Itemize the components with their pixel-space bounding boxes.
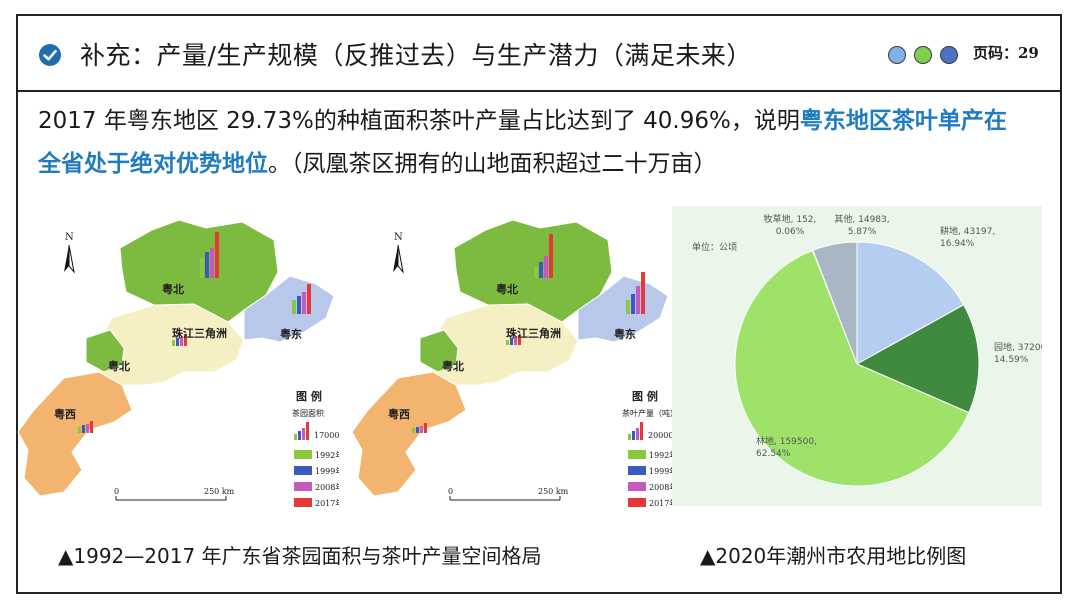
label-yuebei-west: 粤北: [108, 359, 130, 373]
tea-bars-yuebei: [200, 232, 219, 278]
tea-bars-zhusanjiao: [172, 334, 187, 346]
tea-bars-yuexi: [78, 421, 93, 433]
tea-bars-yuedong: [292, 284, 311, 314]
caption-maps: ▲1992—2017 年广东省茶园面积与茶叶产量空间格局: [58, 544, 542, 568]
dot-blue-dark: [940, 46, 958, 64]
label-yuebei-west: 粤北: [442, 359, 464, 373]
pie-slice-其他: [812, 241, 858, 365]
paragraph-text-2: 。（凤凰茶区拥有的山地面积超过二十万亩）: [268, 151, 717, 177]
label-yuedong: 粤东: [614, 327, 636, 341]
label-yuandi-line1: 园地, 37200,: [994, 341, 1042, 353]
label-qita-line2: 5.87%: [848, 227, 877, 237]
check-circle-icon: [39, 44, 61, 66]
legend-swatches: [294, 450, 312, 507]
north-arrow-icon: [64, 244, 75, 274]
label-yuexi: 粤西: [388, 407, 410, 421]
scale-distance: 250 km: [538, 487, 569, 496]
north-letter: N: [65, 232, 74, 243]
legend-value: 17000: [314, 431, 339, 440]
paragraph-highlight: 粤东地区茶叶单产在全省处于绝对优势地位: [38, 108, 1007, 177]
paragraph-text-1: 2017 年粤东地区 29.73%的种植面积茶叶产量占比达到了 40.96%，说…: [38, 108, 800, 134]
north-arrow-icon: [393, 244, 404, 274]
slide-title: 补充：产量/生产规模（反推过去）与生产潜力（满足未来）: [80, 41, 752, 70]
label-lindi-line2: 62.54%: [756, 449, 791, 459]
page-number: 页码：29: [973, 44, 1039, 62]
summary-paragraph: 2017 年粤东地区 29.73%的种植面积茶叶产量占比达到了 40.96%，说…: [38, 100, 1018, 186]
label-gengdi-line2: 16.94%: [940, 239, 975, 249]
land-use-pie-panel: 单位：公顷 牧草地, 152, 0.06% 其他, 14983, 5.87% 耕…: [672, 206, 1042, 506]
label-yuexi: 粤西: [54, 407, 76, 421]
map-tea-production: N 粤北 粤北 珠江三角洲 粤东 粤西 图 例 茶叶产量（吨） 200: [351, 219, 673, 508]
label-yuandi-line2: 14.59%: [994, 355, 1029, 365]
scale-distance: 250 km: [204, 487, 235, 496]
slide-header: 补充：产量/生产规模（反推过去）与生产潜力（满足未来） 页码：29: [18, 16, 1060, 92]
scale-zero: 0: [114, 487, 119, 496]
label-yuedong: 粤东: [280, 327, 302, 341]
legend-title: 图 例: [632, 389, 658, 403]
label-yuebei: 粤北: [496, 282, 518, 296]
pie-slice-林地: [734, 249, 970, 487]
legend-swatches: [628, 450, 646, 507]
region-yuexi: [17, 371, 133, 497]
header-dots: [888, 46, 958, 64]
pie-slices: [734, 241, 980, 487]
region-yuedong: [243, 275, 335, 343]
legend-year-2008: 2008年: [649, 482, 673, 492]
scale-bar: [115, 496, 227, 501]
pie-slice-园地: [855, 304, 980, 414]
label-yuebei: 粤北: [162, 282, 184, 296]
legend-year-1992: 1992年: [315, 450, 339, 460]
legend-year-1999: 1999年: [315, 466, 339, 476]
region-yuebei-west: [419, 329, 459, 373]
dot-green: [914, 46, 932, 64]
legend-subtitle: 茶园面积: [292, 408, 324, 418]
legend-subtitle: 茶叶产量（吨）: [622, 408, 673, 418]
label-lindi-line1: 林地, 159500,: [756, 435, 817, 447]
caption-pie: ▲2020年潮州市农用地比例图: [700, 544, 967, 568]
legend-year-1992: 1992年: [649, 450, 673, 460]
tea-bars-yuedong: [626, 272, 645, 314]
label-mucaodi-line1: 牧草地, 152,: [764, 213, 817, 225]
north-letter: N: [394, 232, 403, 243]
legend-title: 图 例: [296, 389, 322, 403]
label-zhusanjiao: 珠江三角洲: [172, 326, 227, 340]
legend-year-2008: 2008年: [315, 482, 339, 492]
slide-frame: 补充：产量/生产规模（反推过去）与生产潜力（满足未来） 页码：29: [16, 14, 1062, 594]
pie-unit-label: 单位：公顷: [692, 243, 738, 253]
tea-bars-yuebei: [534, 234, 553, 278]
label-gengdi-line1: 耕地, 43197,: [940, 225, 995, 237]
region-yuebei-west: [85, 329, 125, 373]
legend-bar-icon: [294, 422, 309, 440]
legend-bar-icon: [628, 422, 643, 440]
legend-year-1999: 1999年: [649, 466, 673, 476]
map-tea-area: N 粤北 粤北 珠江三角洲 粤东 粤西 图 例 茶园面积 17000: [17, 219, 339, 508]
scale-zero: 0: [448, 487, 453, 496]
tea-bars-yuexi: [412, 423, 427, 433]
tea-bars-zhusanjiao: [506, 335, 521, 345]
dot-blue-light: [888, 46, 906, 64]
label-mucaodi-line2: 0.06%: [776, 227, 805, 237]
pie-slice-耕地: [856, 241, 965, 365]
scale-bar: [449, 496, 561, 501]
label-zhusanjiao: 珠江三角洲: [506, 326, 561, 340]
land-use-pie-chart: 牧草地, 152, 0.06% 其他, 14983, 5.87% 耕地, 431…: [734, 213, 1042, 487]
label-qita-line1: 其他, 14983,: [834, 213, 889, 225]
legend-value: 20000: [648, 431, 673, 440]
region-yuexi: [351, 371, 467, 497]
